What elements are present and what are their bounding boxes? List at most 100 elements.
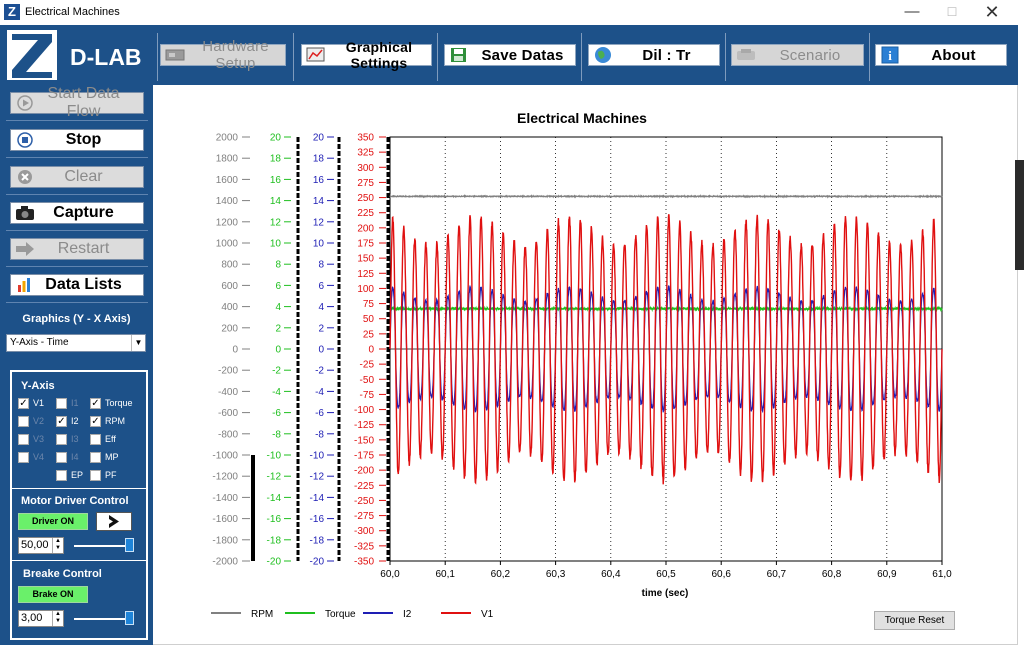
checkbox-i2-label: I2: [71, 416, 79, 426]
y-tick-label-i2: 4: [318, 302, 324, 313]
save-datas-label: Save Datas: [481, 46, 564, 64]
y-tick-label-torque: -8: [272, 429, 281, 440]
checkbox-pf[interactable]: [90, 470, 101, 481]
y-tick-label-rpm: -600: [218, 408, 238, 419]
y-tick-label-i2: -10: [310, 451, 325, 462]
series-line-rpm: [389, 193, 943, 199]
legend: RPM Torque I2 V1: [211, 609, 494, 620]
y-tick-label-v1: 225: [357, 208, 374, 219]
y-tick-label-torque: -20: [267, 557, 282, 568]
about-label: About: [931, 46, 976, 64]
checkbox-ep[interactable]: [56, 470, 67, 481]
x-tick-label: 60,6: [711, 569, 731, 580]
y-tick-label-i2: -6: [315, 408, 324, 419]
y-tick-label-torque: 8: [275, 260, 281, 271]
maximize-button[interactable]: ☐: [946, 5, 958, 19]
hardware-setup-button[interactable]: Hardware Setup: [160, 38, 286, 72]
x-tick-label: 61,0: [932, 569, 952, 580]
checkbox-v3[interactable]: [18, 434, 29, 445]
graphical-settings-button[interactable]: Graphical Settings: [301, 39, 432, 71]
checkbox-v4[interactable]: [18, 452, 29, 463]
driver-speed-slider-thumb[interactable]: [125, 538, 135, 552]
y-axis-title: Y-Axis: [21, 380, 55, 392]
checkbox-i4[interactable]: [56, 452, 67, 463]
checkbox-mp-label: MP: [105, 452, 119, 462]
driver-speed-stepper[interactable]: 50,00 ▲ ▼: [18, 537, 64, 554]
bar-chart-icon: [14, 276, 36, 294]
minimize-button[interactable]: —: [904, 3, 920, 20]
restart-button[interactable]: Restart: [10, 238, 144, 260]
checkbox-eff[interactable]: [90, 434, 101, 445]
checkbox-v4-label: V4: [33, 452, 45, 462]
y-tick-label-i2: 12: [313, 217, 325, 228]
driver-on-button[interactable]: Driver ON: [18, 513, 88, 530]
y-tick-label-rpm: -800: [218, 429, 238, 440]
logo-text: D-LAB: [70, 44, 142, 70]
y-tick-label-v1: 300: [357, 163, 374, 174]
legend-label-i2: I2: [403, 609, 412, 620]
y-tick-label-i2: -18: [310, 535, 325, 546]
data-lists-button[interactable]: Data Lists: [10, 274, 144, 296]
y-tick-label-i2: 6: [318, 281, 324, 292]
checkbox-rpm[interactable]: ✓: [90, 416, 101, 427]
capture-label: Capture: [53, 204, 114, 221]
checkbox-i2[interactable]: ✓: [56, 416, 67, 427]
torque-reset-button[interactable]: Torque Reset: [874, 611, 955, 630]
top-toolbar: D-LAB Hardware Setup Graphical Settings …: [0, 25, 1018, 85]
y-tick-label-v1: -125: [354, 420, 374, 431]
scenario-button[interactable]: Scenario: [731, 44, 864, 66]
x-tick-label: 60,2: [491, 569, 511, 580]
brake-level-stepper[interactable]: 3,00 ▲ ▼: [18, 610, 64, 627]
y-tick-label-v1: -175: [354, 451, 374, 462]
y-tick-label-rpm: -2000: [212, 557, 238, 568]
checkbox-ep-label: EP: [71, 470, 84, 480]
x-tick-label: 60,3: [546, 569, 566, 580]
checkbox-mp[interactable]: [90, 452, 101, 463]
y-tick-label-torque: -6: [272, 408, 281, 419]
stepper-arrows-icon[interactable]: ▲ ▼: [52, 538, 63, 553]
y-tick-label-torque: 12: [270, 217, 282, 228]
brake-level-slider-track[interactable]: [74, 618, 132, 620]
direction-arrow-button[interactable]: [96, 512, 132, 531]
axis-mode-select[interactable]: Y-Axis - Time ▼: [6, 334, 146, 352]
start-data-flow-label: Start Data Flow: [47, 85, 120, 120]
checkbox-v2[interactable]: [18, 416, 29, 427]
y-tick-label-rpm: -400: [218, 387, 238, 398]
y-tick-label-v1: 25: [363, 329, 375, 340]
y-tick-label-torque: 20: [270, 133, 282, 144]
toolbar-separator: [157, 33, 158, 81]
start-data-flow-button[interactable]: Start Data Flow: [10, 85, 144, 120]
legend-label-torque: Torque: [325, 609, 356, 620]
capture-button[interactable]: Capture: [10, 202, 144, 224]
clear-icon: [14, 168, 36, 186]
y-tick-label-v1: -250: [354, 496, 374, 507]
stepper-arrows-icon[interactable]: ▲ ▼: [52, 611, 63, 626]
about-button[interactable]: i About: [875, 44, 1007, 66]
y-tick-label-v1: -350: [354, 557, 374, 568]
y-tick-label-rpm: -200: [218, 366, 238, 377]
clear-button[interactable]: Clear: [10, 166, 144, 188]
toolbar-separator: [869, 33, 870, 81]
globe-icon: [592, 46, 614, 64]
y-tick-label-torque: -4: [272, 387, 281, 398]
save-datas-button[interactable]: Save Datas: [444, 44, 576, 66]
checkbox-i1[interactable]: [56, 398, 67, 409]
close-button[interactable]: ✕: [984, 2, 1000, 22]
chevron-down-icon[interactable]: ▼: [131, 335, 145, 351]
checkbox-v1[interactable]: ✓: [18, 398, 29, 409]
checkbox-torque[interactable]: ✓: [90, 398, 101, 409]
brake-on-button[interactable]: Brake ON: [18, 586, 88, 603]
language-button[interactable]: Dil : Tr: [588, 44, 720, 66]
brake-level-slider-thumb[interactable]: [125, 611, 135, 625]
plot-area: Electrical Machines 2000 1800 1600 1400 1200…: [153, 85, 1015, 643]
series: [389, 193, 943, 485]
y-tick-label-rpm: 200: [221, 323, 238, 334]
hardware-icon: [164, 46, 186, 64]
stop-button[interactable]: Stop: [10, 129, 144, 151]
x-tick-label: 60,7: [767, 569, 787, 580]
y-tick-label-v1: -100: [354, 405, 374, 416]
driver-speed-slider-track[interactable]: [74, 545, 132, 547]
y-tick-label-v1: 325: [357, 148, 374, 159]
y-tick-label-v1: -225: [354, 481, 374, 492]
checkbox-i3[interactable]: [56, 434, 67, 445]
